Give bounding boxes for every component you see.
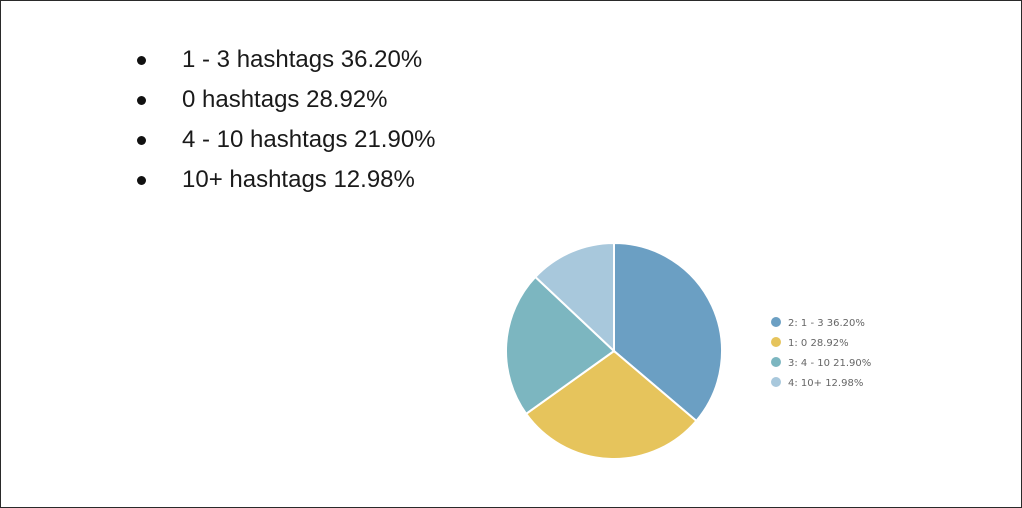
- pie-slice-1: [613, 241, 723, 423]
- bullet-text: 0 hashtags 28.92%: [182, 86, 388, 113]
- legend-swatch-4: [771, 377, 781, 387]
- legend-swatch-3: [771, 357, 781, 367]
- legend-label-1: 2: 1 - 3 36.20%: [788, 318, 865, 329]
- legend-swatch-1: [771, 317, 781, 327]
- pie-slices: [505, 241, 723, 460]
- chart-legend: 2: 1 - 3 36.20% 1: 0 28.92% 3: 4 - 10 21.9…: [771, 317, 871, 389]
- bullet-text: 4 - 10 hashtags 21.90%: [182, 126, 436, 153]
- bullet-item: 4 - 10 hashtags 21.90%: [132, 120, 436, 160]
- legend-label-3: 3: 4 - 10 21.90%: [788, 358, 871, 369]
- bullet-dot-icon: [137, 176, 146, 185]
- bullet-text: 1 - 3 hashtags 36.20%: [182, 46, 423, 73]
- pie-chart: 2: 1 - 3 36.20% 1: 0 28.92% 3: 4 - 10 21.9…: [505, 241, 871, 460]
- bullet-item: 10+ hashtags 12.98%: [132, 160, 436, 200]
- legend-label-2: 1: 0 28.92%: [788, 338, 849, 349]
- legend-swatch-2: [771, 337, 781, 347]
- bullet-dot-icon: [137, 96, 146, 105]
- legend-label-4: 4: 10+ 12.98%: [788, 378, 863, 389]
- bullet-text: 10+ hashtags 12.98%: [182, 166, 415, 193]
- pie-slice-3: [505, 275, 616, 416]
- bullet-dot-icon: [137, 56, 146, 65]
- bullet-list: 1 - 3 hashtags 36.20% 0 hashtags 28.92% …: [132, 40, 436, 200]
- bullet-item: 1 - 3 hashtags 36.20%: [132, 40, 436, 80]
- pie-slice-4: [533, 241, 615, 354]
- bullet-item: 0 hashtags 28.92%: [132, 80, 436, 120]
- pie-slice-2: [524, 349, 698, 460]
- bullet-dot-icon: [137, 136, 146, 145]
